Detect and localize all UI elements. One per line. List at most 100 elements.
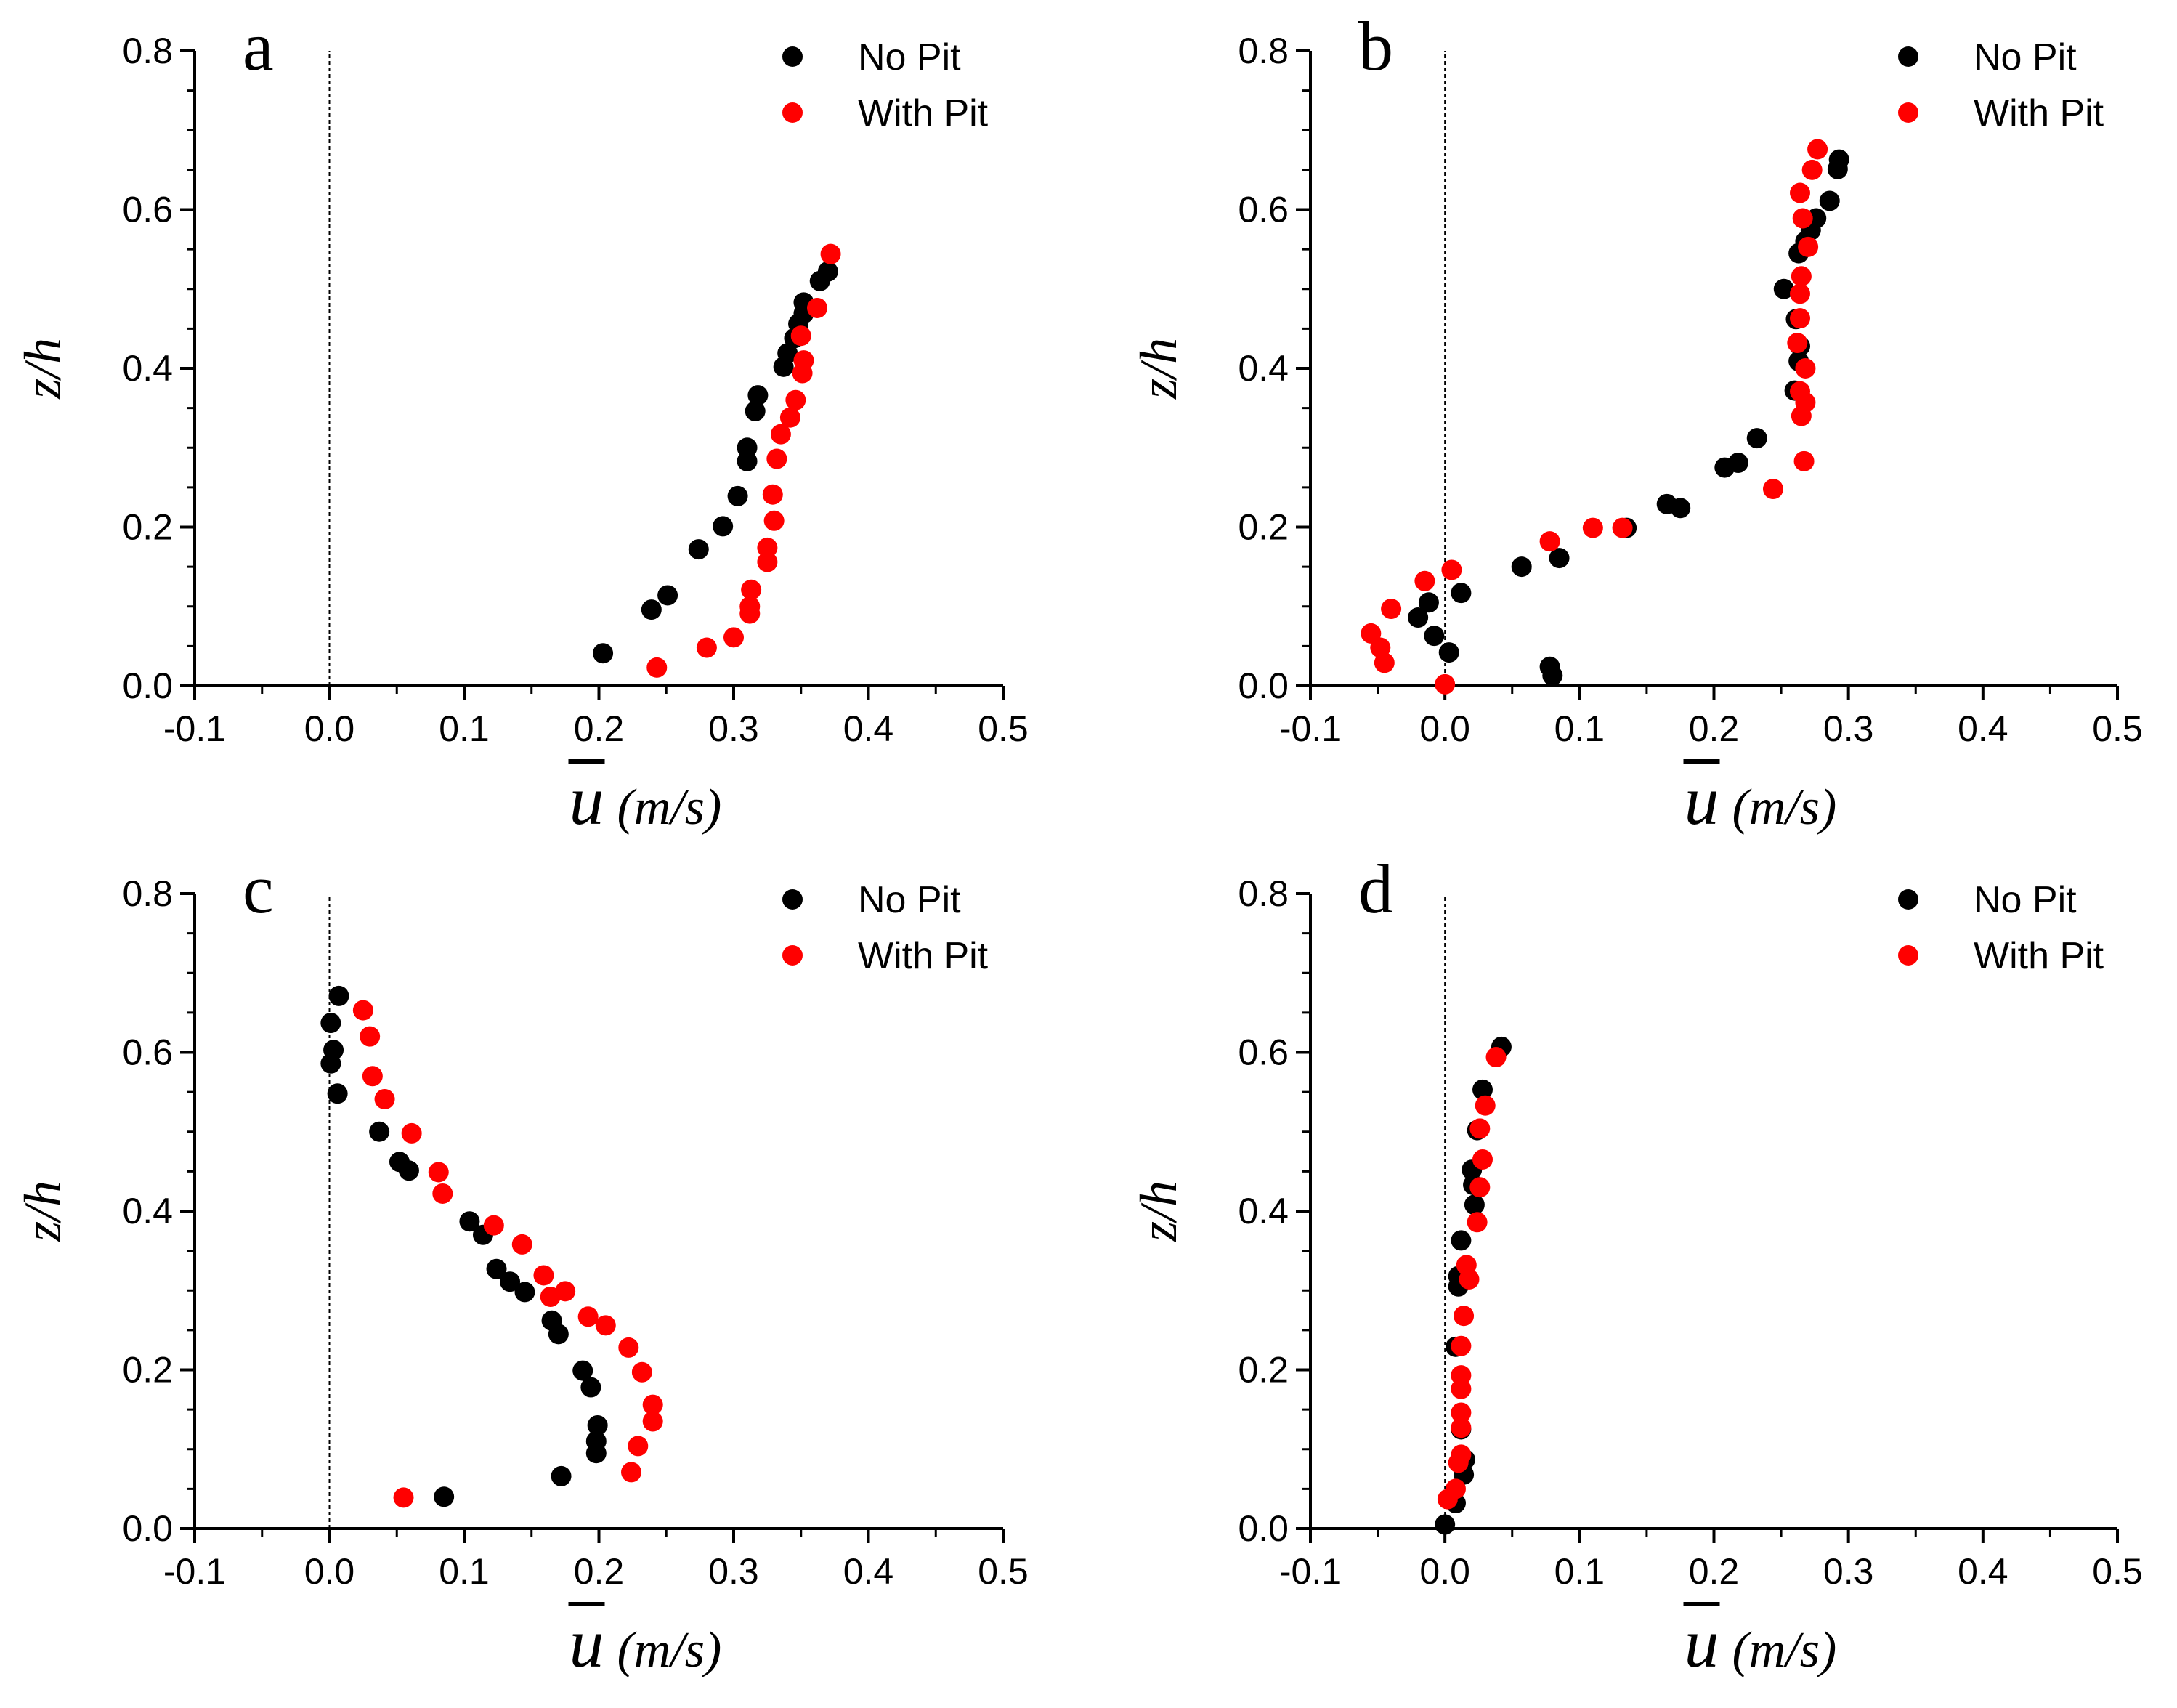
data-point-with-pit bbox=[1787, 333, 1808, 354]
x-tick-label: 0.0 bbox=[304, 1551, 355, 1592]
data-point-with-pit bbox=[1790, 283, 1811, 304]
panel-b: -0.1 0.0 0.1 0.2 0.3 0.4 0.50.00.20.40.60.8z/h… bbox=[1130, 7, 2143, 839]
data-point-with-pit bbox=[393, 1487, 414, 1508]
panel-letter: c bbox=[243, 850, 274, 928]
data-point-with-pit bbox=[401, 1122, 422, 1144]
data-point-with-pit bbox=[1795, 358, 1816, 379]
data-point-with-pit bbox=[1790, 182, 1811, 203]
data-point-with-pit bbox=[642, 1411, 663, 1432]
data-point-with-pit bbox=[1762, 479, 1783, 500]
series-with-pit bbox=[1361, 139, 1828, 695]
x-tick-label: 0.0 bbox=[1419, 708, 1470, 749]
x-axis-label-variable: u bbox=[569, 1604, 604, 1682]
data-point-with-pit bbox=[1472, 1149, 1493, 1170]
data-point-with-pit bbox=[1361, 623, 1382, 644]
data-point-with-pit bbox=[1451, 1402, 1472, 1423]
data-point-with-pit bbox=[1792, 208, 1813, 229]
panel-letter: d bbox=[1358, 850, 1393, 928]
data-point-no-pit bbox=[369, 1121, 390, 1142]
legend-marker-no-pit bbox=[782, 46, 803, 67]
data-point-no-pit bbox=[500, 1271, 521, 1292]
data-point-with-pit bbox=[360, 1026, 381, 1047]
data-point-no-pit bbox=[1408, 607, 1429, 628]
panel-letter: a bbox=[243, 7, 274, 85]
panel-d: -0.1 0.0 0.1 0.2 0.3 0.4 0.50.00.20.40.60.8z/h… bbox=[1130, 850, 2143, 1682]
y-axis-label: z/h bbox=[1130, 1181, 1188, 1242]
y-tick-label: 0.6 bbox=[1238, 190, 1289, 230]
data-point-no-pit bbox=[434, 1486, 455, 1507]
data-point-no-pit bbox=[1438, 642, 1459, 663]
data-point-with-pit bbox=[1475, 1095, 1496, 1116]
data-point-with-pit bbox=[741, 579, 762, 600]
y-tick-label: 0.4 bbox=[1238, 348, 1289, 389]
x-axis-label-units: (m/s) bbox=[617, 1622, 722, 1678]
data-point-with-pit bbox=[1539, 531, 1560, 552]
data-point-with-pit bbox=[595, 1315, 616, 1336]
x-axis-label-units: (m/s) bbox=[1732, 780, 1837, 835]
data-point-no-pit bbox=[328, 985, 349, 1006]
data-point-with-pit bbox=[723, 627, 744, 648]
data-point-no-pit bbox=[514, 1282, 535, 1303]
x-tick-label: 0.1 bbox=[439, 708, 490, 749]
x-axis-label-variable: u bbox=[1685, 1604, 1719, 1682]
x-tick-label: 0.2 bbox=[574, 1551, 625, 1592]
data-point-with-pit bbox=[757, 537, 778, 558]
y-tick-label: 0.6 bbox=[122, 190, 173, 230]
y-tick-label: 0.2 bbox=[1238, 1350, 1289, 1391]
x-tick-label: 0.4 bbox=[843, 1551, 894, 1592]
data-point-with-pit bbox=[1790, 381, 1811, 402]
y-tick-label: 0.2 bbox=[122, 1350, 173, 1391]
y-tick-label: 0.8 bbox=[1238, 873, 1289, 914]
data-point-with-pit bbox=[1451, 1444, 1472, 1465]
data-point-with-pit bbox=[762, 484, 783, 505]
data-point-with-pit bbox=[362, 1066, 383, 1087]
x-tick-label: 0.3 bbox=[1823, 708, 1874, 749]
data-point-with-pit bbox=[1435, 673, 1456, 695]
legend-label-with-pit: With Pit bbox=[1974, 935, 2104, 977]
x-tick-label: -0.1 bbox=[163, 708, 226, 749]
y-tick-label: 0.0 bbox=[122, 1508, 173, 1549]
x-tick-label: -0.1 bbox=[1279, 708, 1342, 749]
data-point-no-pit bbox=[1773, 278, 1794, 299]
y-tick-label: 0.0 bbox=[1238, 1508, 1289, 1549]
y-tick-label: 0.6 bbox=[1238, 1032, 1289, 1073]
x-tick-label: 0.4 bbox=[843, 708, 894, 749]
data-point-no-pit bbox=[817, 261, 838, 282]
data-point-no-pit bbox=[1451, 583, 1472, 604]
data-point-with-pit bbox=[779, 407, 800, 428]
data-point-no-pit bbox=[486, 1258, 507, 1279]
x-tick-label: 0.4 bbox=[1958, 1551, 2008, 1592]
data-point-no-pit bbox=[1549, 548, 1570, 569]
data-point-with-pit bbox=[1612, 517, 1633, 538]
data-point-no-pit bbox=[1746, 428, 1767, 449]
data-point-no-pit bbox=[713, 516, 734, 537]
panel-c: -0.1 0.0 0.1 0.2 0.3 0.4 0.50.00.20.40.60.8z/h… bbox=[14, 850, 1029, 1682]
data-point-with-pit bbox=[1793, 450, 1815, 471]
data-point-no-pit bbox=[1424, 626, 1445, 647]
y-axis-label: z/h bbox=[1130, 338, 1188, 400]
data-point-with-pit bbox=[820, 243, 841, 264]
y-tick-label: 0.4 bbox=[122, 1191, 173, 1231]
data-point-with-pit bbox=[1414, 570, 1435, 591]
x-tick-label: 0.5 bbox=[2092, 1551, 2143, 1592]
data-point-with-pit bbox=[1451, 1335, 1472, 1356]
data-point-with-pit bbox=[790, 325, 811, 347]
data-point-no-pit bbox=[1418, 592, 1439, 613]
data-point-no-pit bbox=[737, 437, 758, 458]
data-point-no-pit bbox=[1464, 1194, 1485, 1215]
data-point-with-pit bbox=[374, 1088, 395, 1109]
x-tick-label: 0.1 bbox=[1554, 1551, 1605, 1592]
legend-marker-with-pit bbox=[782, 945, 803, 966]
data-point-with-pit bbox=[483, 1215, 504, 1236]
data-point-with-pit bbox=[1801, 159, 1823, 180]
data-point-with-pit bbox=[1454, 1306, 1475, 1327]
legend-label-no-pit: No Pit bbox=[1974, 36, 2077, 78]
data-point-with-pit bbox=[577, 1306, 599, 1327]
data-point-with-pit bbox=[621, 1462, 642, 1483]
y-tick-label: 0.8 bbox=[122, 31, 173, 71]
data-point-with-pit bbox=[785, 389, 806, 410]
data-point-with-pit bbox=[352, 1000, 373, 1021]
data-point-with-pit bbox=[1381, 599, 1402, 620]
data-point-with-pit bbox=[631, 1361, 652, 1383]
